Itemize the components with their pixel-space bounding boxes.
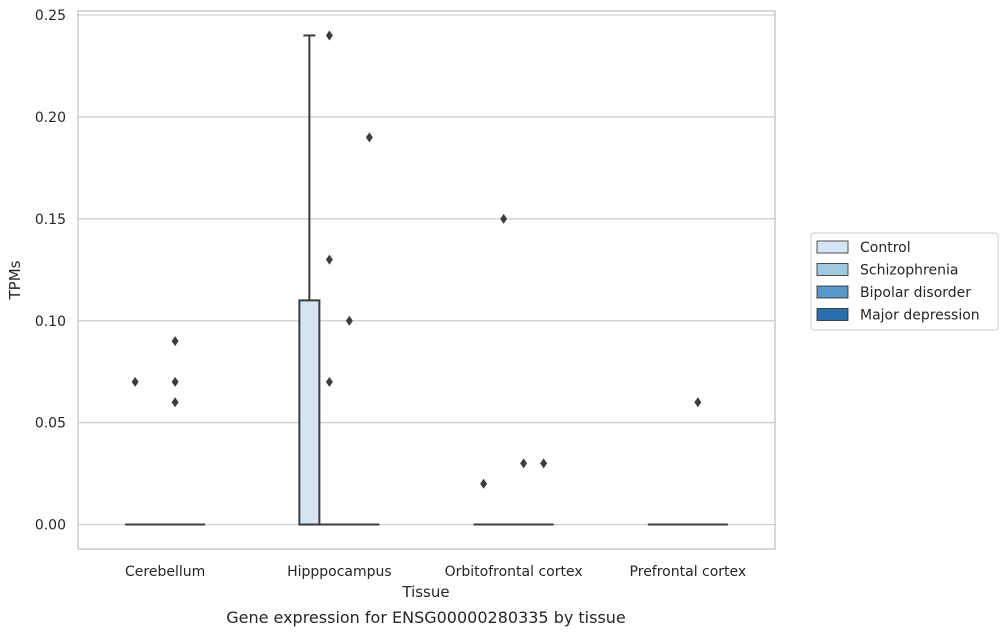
box-control	[298, 299, 321, 526]
outliers	[131, 30, 702, 489]
outlier-point	[171, 376, 179, 387]
x-tick-label: Cerebellum	[125, 564, 205, 580]
outlier-point	[540, 458, 548, 469]
outlier-point	[500, 213, 508, 224]
x-tick-label: Prefrontal cortex	[630, 564, 747, 580]
x-tick-label: Orbitofrontal cortex	[445, 564, 583, 580]
legend-frame	[810, 232, 999, 331]
y-tick-label: 0.25	[35, 8, 66, 24]
legend-swatch	[816, 308, 849, 321]
outlier-point	[345, 315, 353, 326]
outlier-point	[520, 458, 528, 469]
y-axis-label: TPMs	[6, 260, 24, 300]
legend-label: Bipolar disorder	[860, 285, 971, 301]
outlier-point	[480, 478, 488, 489]
outlier-point	[325, 254, 333, 265]
y-tick-label: 0.15	[35, 212, 66, 228]
outlier-point	[325, 30, 333, 41]
outlier-point	[171, 397, 179, 408]
y-tick-label: 0.10	[35, 314, 66, 330]
outlier-point	[325, 376, 333, 387]
outlier-point	[131, 376, 139, 387]
outlier-point	[365, 132, 373, 143]
legend: Control Schizophrenia Bipolar disorder Majo…	[810, 232, 999, 331]
boxes	[125, 34, 728, 526]
x-axis-label: Tissue	[401, 583, 449, 601]
y-tick-label: 0.20	[35, 110, 66, 126]
legend-label: Major depression	[860, 308, 980, 324]
plot-frame	[77, 10, 776, 550]
x-tick-label: Hipppocampus	[287, 564, 392, 580]
legend-swatch	[816, 240, 849, 254]
y-tick-label: 0.05	[35, 416, 66, 432]
y-tick-label: 0.00	[35, 518, 66, 534]
legend-label: Schizophrenia	[860, 263, 958, 279]
outlier-point	[694, 397, 702, 408]
x-tick-labels: Cerebellum Hipppocampus Orbitofrontal cort…	[125, 564, 746, 580]
legend-swatch	[816, 263, 849, 276]
y-tick-labels: 0.00 0.05 0.10 0.15 0.20 0.25	[35, 8, 66, 533]
gridlines	[78, 14, 775, 526]
outlier-point	[171, 336, 179, 347]
figure-caption: Gene expression for ENSG00000280335 by t…	[226, 608, 626, 627]
legend-label: Control	[860, 240, 911, 256]
legend-swatch	[816, 285, 849, 299]
